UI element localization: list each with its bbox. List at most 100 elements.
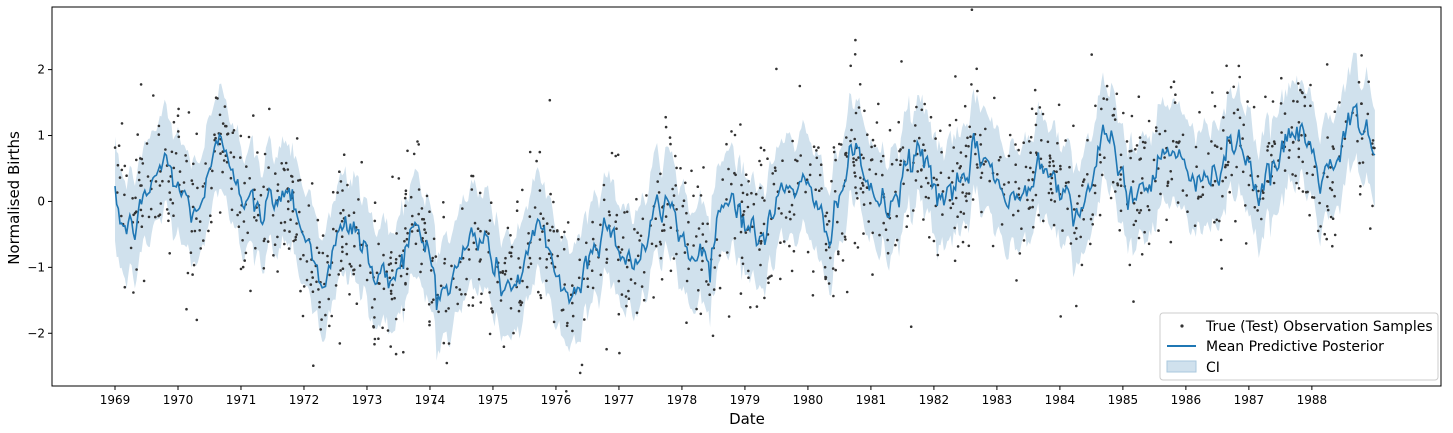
observation-point: [815, 156, 819, 160]
observation-point: [245, 165, 248, 168]
observation-point: [629, 278, 633, 281]
observation-point: [1221, 179, 1224, 183]
observation-point: [305, 278, 309, 282]
observation-point: [341, 250, 344, 254]
observation-point: [185, 159, 188, 163]
observation-point: [850, 128, 853, 132]
observation-point: [961, 183, 965, 186]
observation-point: [1082, 178, 1086, 181]
observation-point: [788, 244, 791, 248]
observation-point: [271, 214, 275, 217]
observation-point: [1264, 95, 1267, 99]
observation-point: [780, 212, 783, 215]
observation-point: [1128, 263, 1132, 267]
observation-point: [404, 283, 407, 286]
observation-point: [416, 229, 420, 232]
observation-point: [706, 222, 709, 226]
observation-point: [751, 225, 754, 229]
observation-point: [590, 269, 594, 273]
observation-point: [840, 232, 844, 235]
observation-point: [948, 199, 952, 202]
observation-point: [615, 213, 619, 217]
observation-point: [1057, 103, 1061, 107]
observation-point: [884, 228, 888, 231]
observation-point: [1313, 165, 1316, 168]
observation-point: [1022, 141, 1025, 144]
observation-point: [1169, 85, 1173, 89]
observation-point: [262, 267, 266, 270]
observation-point: [683, 251, 687, 254]
observation-point: [294, 235, 298, 239]
observation-point: [870, 145, 873, 149]
observation-point: [525, 285, 529, 289]
observation-point: [758, 248, 761, 251]
observation-point: [862, 203, 866, 206]
observation-point: [1323, 232, 1326, 236]
observation-point: [1032, 225, 1035, 229]
observation-point: [1165, 218, 1168, 222]
observation-point: [669, 269, 673, 273]
observation-point: [556, 229, 559, 232]
observation-point: [147, 215, 151, 219]
observation-point: [824, 242, 828, 246]
observation-point: [297, 179, 300, 182]
observation-point: [1213, 144, 1217, 147]
observation-point: [578, 258, 581, 262]
observation-point: [861, 181, 864, 185]
x-tick-label: 1975: [478, 393, 509, 407]
observation-point: [1367, 80, 1370, 84]
observation-point: [759, 186, 762, 190]
observation-point: [1134, 148, 1137, 151]
observation-point: [518, 266, 522, 269]
x-tick-label: 1978: [667, 393, 698, 407]
observation-point: [895, 214, 898, 218]
observation-point: [777, 207, 781, 210]
observation-point: [857, 106, 861, 109]
observation-point: [1113, 107, 1116, 111]
observation-point: [286, 168, 290, 171]
observation-point: [357, 198, 360, 201]
observation-point: [914, 124, 917, 127]
observation-point: [1266, 180, 1269, 183]
observation-point: [1131, 180, 1135, 183]
observation-point: [687, 220, 690, 224]
observation-point: [1369, 227, 1372, 230]
observation-point: [824, 214, 827, 218]
observation-point: [1138, 158, 1141, 161]
observation-point: [1175, 145, 1178, 148]
observation-point: [868, 168, 871, 171]
observation-point: [1105, 98, 1109, 101]
observation-point: [422, 218, 426, 221]
legend-observation-marker: [1180, 324, 1184, 328]
observation-point: [172, 214, 175, 217]
observation-point: [975, 67, 978, 71]
observation-point: [1332, 147, 1335, 150]
observation-point: [1257, 189, 1260, 193]
observation-point: [1067, 180, 1070, 184]
observation-point: [280, 162, 284, 165]
observation-point: [755, 305, 759, 308]
observation-point: [814, 188, 817, 191]
observation-point: [168, 252, 171, 255]
observation-point: [1371, 204, 1374, 208]
observation-point: [461, 207, 464, 210]
observation-point: [1241, 137, 1244, 140]
observation-point: [692, 194, 695, 198]
observation-point: [1022, 239, 1026, 242]
observation-point: [1000, 223, 1004, 226]
observation-point: [811, 294, 815, 297]
observation-point: [193, 229, 197, 233]
observation-point: [1137, 95, 1141, 98]
observation-point: [226, 132, 230, 135]
observation-point: [861, 184, 865, 187]
observation-point: [684, 181, 687, 185]
observation-point: [185, 307, 188, 311]
observation-point: [168, 191, 171, 194]
observation-point: [902, 182, 905, 186]
observation-point: [571, 301, 574, 305]
observation-point: [727, 167, 730, 171]
observation-point: [1244, 242, 1248, 245]
observation-point: [369, 271, 372, 275]
observation-point: [1301, 190, 1305, 193]
observation-point: [585, 241, 588, 245]
